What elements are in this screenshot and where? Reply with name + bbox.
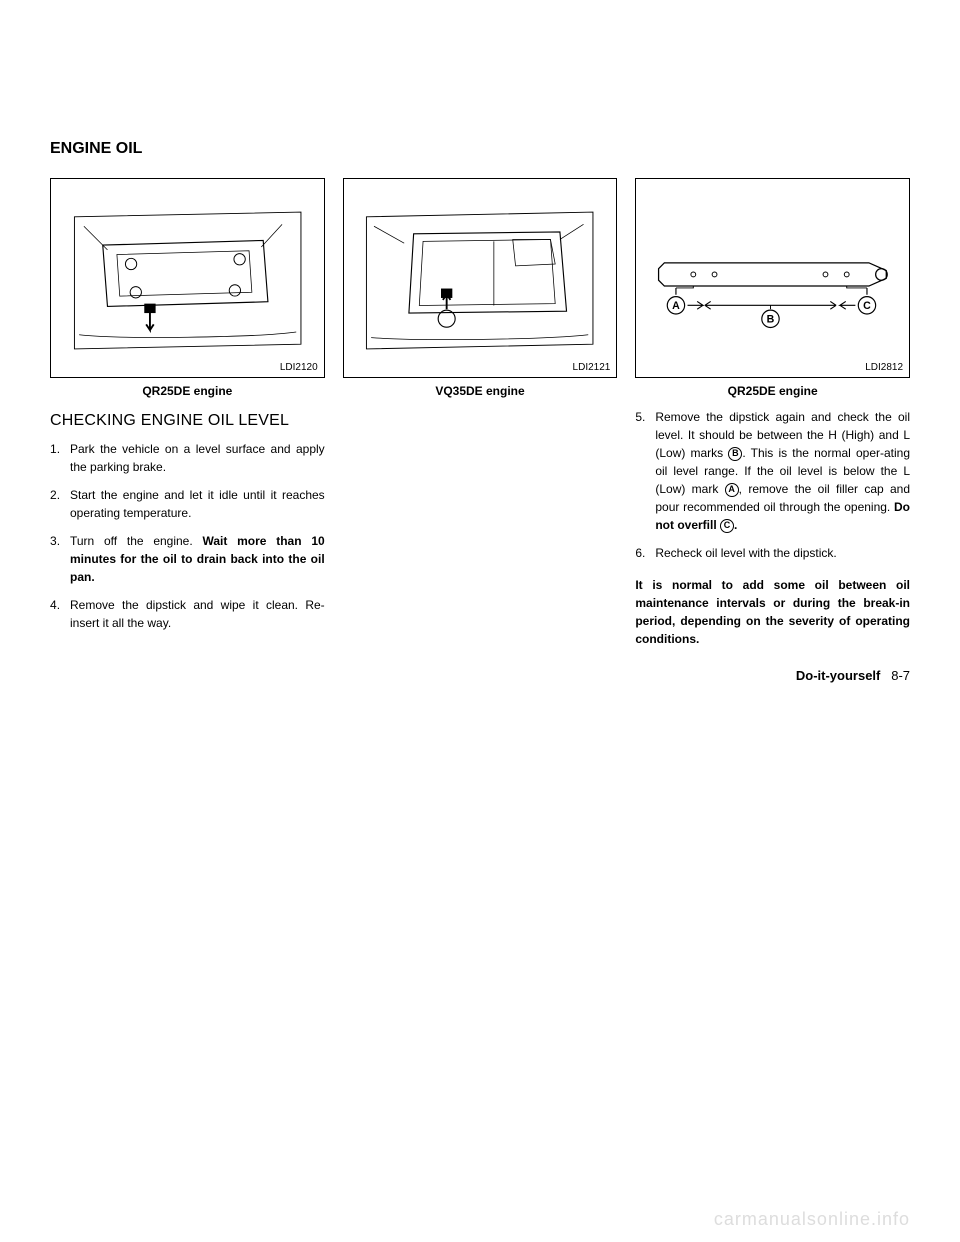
figure-qr25de-engine-bay: LDI2120	[50, 178, 325, 378]
steps-list-right: Remove the dipstick again and check the …	[635, 408, 910, 572]
content-columns: LDI2120 QR25DE engine CHECKING ENGINE OI…	[50, 178, 910, 683]
engine-sketch-vq35de	[357, 194, 602, 362]
svg-text:A: A	[672, 300, 680, 312]
step-5: Remove the dipstick again and check the …	[635, 408, 910, 534]
engine-sketch-qr25de	[65, 194, 310, 362]
figure-code: LDI2812	[865, 362, 903, 373]
step-1: Park the vehicle on a level surface and …	[50, 440, 325, 476]
section-title: ENGINE OIL	[50, 140, 910, 158]
step-3-text: Turn off the engine.	[70, 534, 202, 548]
column-2: LDI2121 VQ35DE engine	[343, 178, 618, 683]
column-3: A C B LDI2812	[635, 178, 910, 683]
step-2: Start the engine and let it idle until i…	[50, 486, 325, 522]
figure-caption: QR25DE engine	[50, 384, 325, 398]
step-3: Turn off the engine. Wait more than 10 m…	[50, 532, 325, 586]
footer-section: Do-it-yourself	[796, 668, 881, 683]
oil-note: It is normal to add some oil between oil…	[635, 576, 910, 648]
footer-page: 8-7	[891, 668, 910, 683]
svg-text:C: C	[863, 300, 871, 312]
marker-a-icon: A	[725, 483, 739, 497]
watermark: carmanualsonline.info	[714, 1209, 910, 1230]
marker-c-icon: C	[720, 519, 734, 533]
dipstick-sketch: A C B	[647, 209, 898, 348]
column-1: LDI2120 QR25DE engine CHECKING ENGINE OI…	[50, 178, 325, 683]
subheading-checking-oil: CHECKING ENGINE OIL LEVEL	[50, 412, 325, 430]
figure-code: LDI2121	[573, 362, 611, 373]
figure-caption: VQ35DE engine	[343, 384, 618, 398]
marker-b-icon: B	[728, 447, 742, 461]
step-6: Recheck oil level with the dipstick.	[635, 544, 910, 562]
figure-code: LDI2120	[280, 362, 318, 373]
steps-list-left: Park the vehicle on a level surface and …	[50, 440, 325, 642]
step-4: Remove the dipstick and wipe it clean. R…	[50, 596, 325, 632]
figure-caption: QR25DE engine	[635, 384, 910, 398]
figure-vq35de-engine-bay: LDI2121	[343, 178, 618, 378]
figure-dipstick-diagram: A C B LDI2812	[635, 178, 910, 378]
page-footer: Do-it-yourself 8-7	[635, 668, 910, 683]
svg-text:B: B	[767, 313, 775, 325]
step-5-end: .	[734, 518, 737, 532]
